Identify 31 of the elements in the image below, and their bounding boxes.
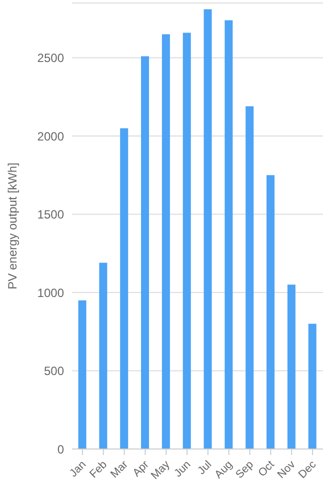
bar <box>246 106 254 449</box>
x-tick-label: Mar <box>108 458 131 480</box>
bar <box>224 20 233 449</box>
bar <box>120 128 128 449</box>
bar <box>182 32 191 449</box>
x-tick-label: May <box>149 458 173 480</box>
x-tick-label: Dec <box>296 458 320 480</box>
x-tick-label: Apr <box>130 458 152 480</box>
bar <box>308 324 316 449</box>
y-tick-label: 1500 <box>37 208 64 222</box>
y-axis-title: PV energy output [kWh] <box>5 162 20 290</box>
y-tick-label: 0 <box>57 442 64 456</box>
x-tick-label: Feb <box>88 458 110 480</box>
bar <box>162 34 170 449</box>
x-tick-label: Oct <box>256 458 277 480</box>
y-tick-label: 1000 <box>37 286 64 300</box>
y-tick-label: 2500 <box>37 51 64 66</box>
x-tick-label: Jul <box>196 458 214 478</box>
y-tick-label: 500 <box>44 364 64 378</box>
x-tick-label: Sep <box>234 458 256 480</box>
x-tick-label: Jun <box>172 458 194 480</box>
y-tick-label: 2000 <box>37 129 64 144</box>
bar <box>78 300 86 449</box>
bar <box>141 56 150 449</box>
bar <box>204 9 212 449</box>
x-tick-label: Jan <box>68 458 89 480</box>
x-tick-label: Aug <box>212 458 235 480</box>
bar <box>287 284 296 449</box>
bar <box>99 262 108 449</box>
bar <box>266 175 275 449</box>
x-tick-label: Nov <box>275 458 298 480</box>
